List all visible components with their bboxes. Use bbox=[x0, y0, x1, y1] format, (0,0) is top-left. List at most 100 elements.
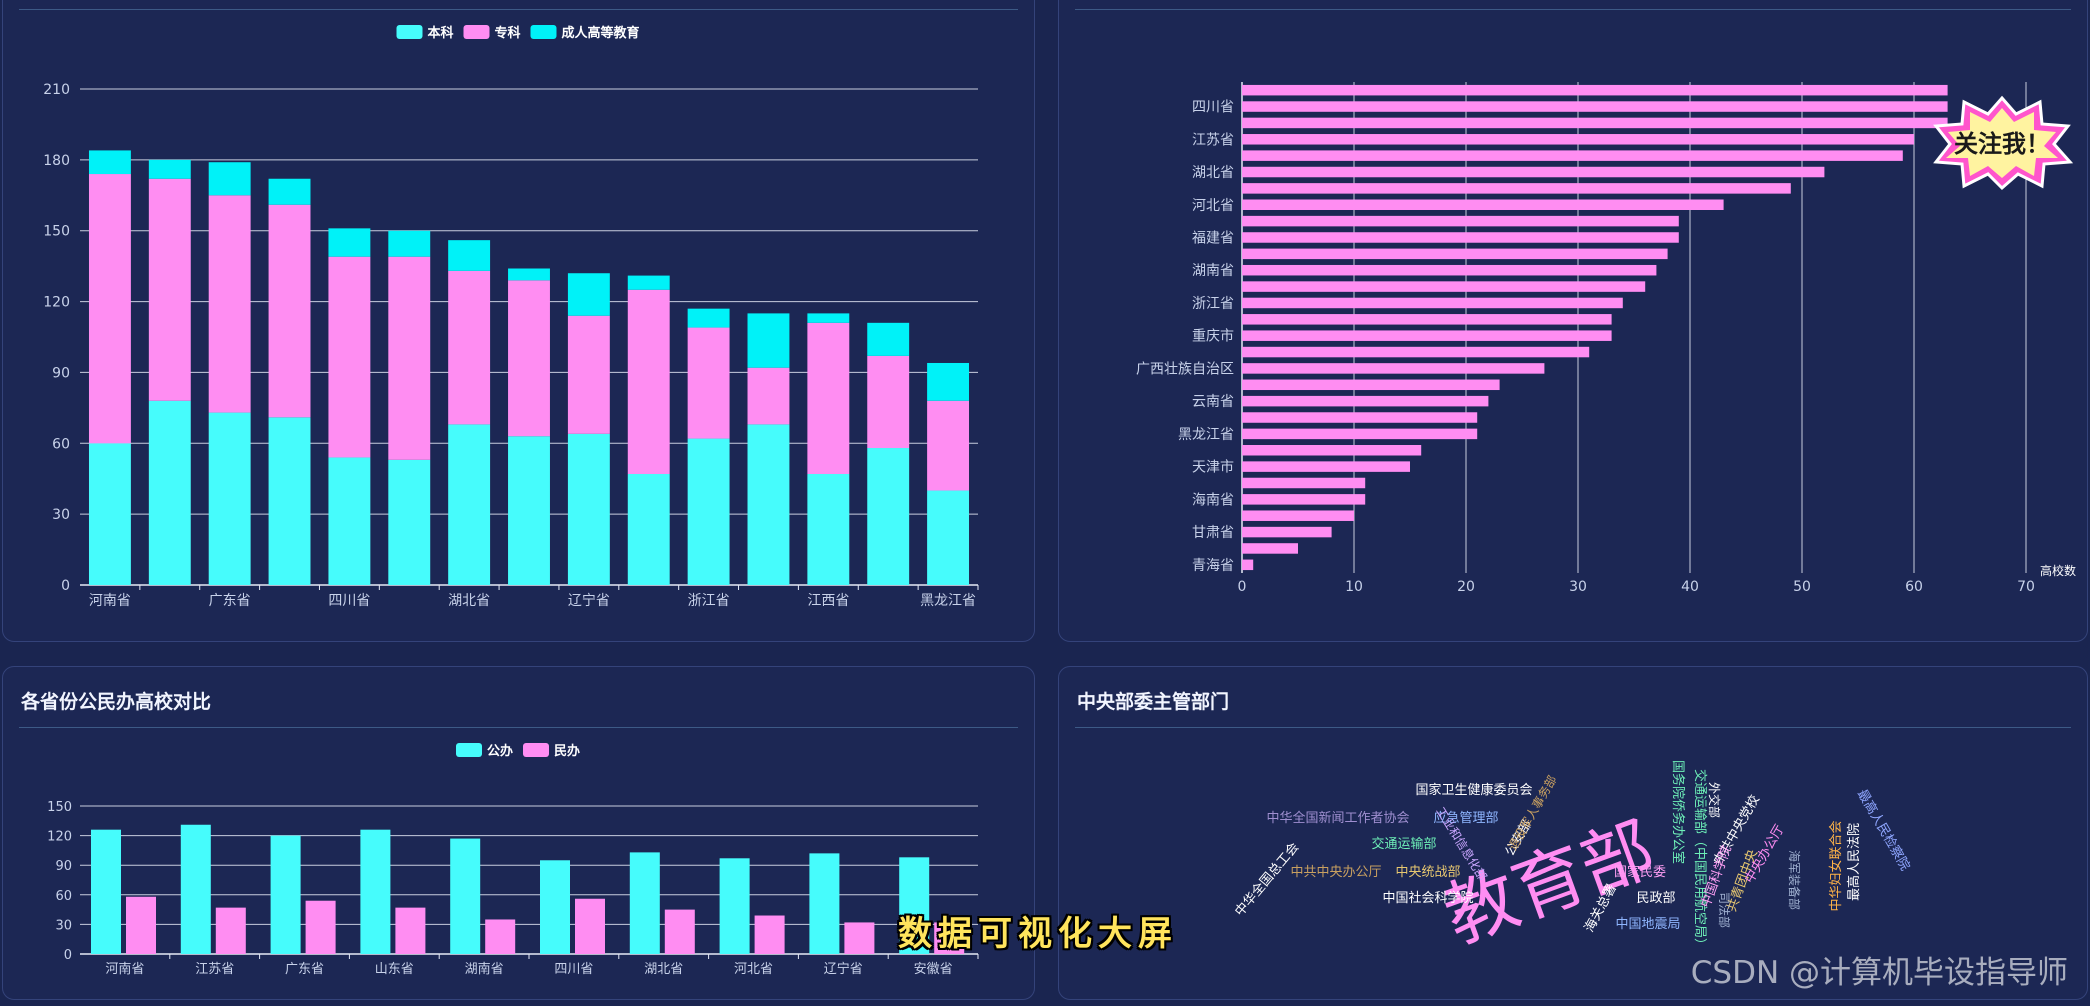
wordcloud-word: 教育部 bbox=[1434, 806, 1666, 959]
bar-segment bbox=[567, 433, 610, 585]
bar-segment bbox=[687, 438, 730, 585]
y-tick-label: 180 bbox=[43, 153, 70, 169]
x-tick-label: 江苏省 bbox=[195, 961, 234, 977]
bar-segment bbox=[388, 256, 431, 460]
csdn-watermark: CSDN @计算机毕设指导师 bbox=[1690, 955, 2068, 991]
bar bbox=[809, 853, 840, 954]
bar-segment bbox=[328, 457, 371, 585]
bar bbox=[844, 922, 875, 954]
x-tick-label: 20 bbox=[1457, 579, 1475, 595]
bar bbox=[450, 838, 481, 954]
bar bbox=[629, 852, 660, 954]
bar bbox=[1242, 412, 1478, 423]
x-tick-label: 60 bbox=[1905, 579, 1923, 595]
y-tick-label: 150 bbox=[43, 224, 70, 240]
follow-sticker: 关注我！ bbox=[1933, 95, 2074, 191]
y-tick-label: 0 bbox=[61, 578, 70, 594]
y-tick-label: 云南省 bbox=[1192, 394, 1234, 410]
x-tick-label: 0 bbox=[1238, 579, 1247, 595]
bar bbox=[1242, 134, 1914, 145]
bar bbox=[1242, 526, 1332, 538]
y-tick-label: 90 bbox=[52, 365, 70, 381]
x-tick-label: 30 bbox=[1569, 579, 1587, 595]
wordcloud-word: 中国地震局 bbox=[1615, 917, 1680, 932]
bar-segment bbox=[687, 327, 730, 439]
y-tick-label: 甘肃省 bbox=[1192, 525, 1234, 541]
bar bbox=[575, 898, 605, 954]
bar-segment bbox=[927, 400, 970, 491]
wordcloud-word: 中华全国新闻工作者协会 bbox=[1266, 810, 1409, 826]
bar-segment bbox=[268, 204, 311, 418]
x-tick-label: 山东省 bbox=[375, 962, 414, 977]
bar-segment bbox=[148, 159, 191, 179]
y-tick-label: 湖北省 bbox=[1192, 165, 1234, 181]
x-tick-label: 湖北省 bbox=[644, 962, 683, 977]
x-tick-label: 辽宁省 bbox=[568, 592, 610, 609]
bar-segment bbox=[448, 270, 491, 425]
bar-segment bbox=[627, 473, 670, 585]
bar-segment bbox=[747, 313, 790, 368]
wordcloud-word: 司法部 bbox=[1717, 892, 1732, 928]
bar bbox=[1242, 379, 1500, 391]
bar-segment bbox=[148, 400, 191, 585]
bar bbox=[1242, 166, 1825, 178]
y-tick-label: 四川省 bbox=[1192, 100, 1234, 116]
bar bbox=[1242, 297, 1623, 309]
bar bbox=[1242, 477, 1366, 489]
y-tick-label: 30 bbox=[52, 507, 70, 523]
x-tick-label: 江西省 bbox=[807, 593, 849, 609]
y-tick-label: 天津市 bbox=[1192, 459, 1234, 476]
ministry-wordcloud-panel: 中央部委主管部门 bbox=[1058, 666, 2088, 1000]
y-tick-label: 黑龙江省 bbox=[1178, 427, 1234, 443]
x-tick-label: 50 bbox=[1793, 579, 1811, 595]
y-tick-label: 60 bbox=[52, 436, 70, 452]
legend-label: 专科 bbox=[495, 25, 521, 41]
bar bbox=[1242, 559, 1254, 571]
bar-segment bbox=[567, 273, 610, 316]
y-tick-label: 30 bbox=[55, 918, 72, 933]
bar-segment bbox=[88, 443, 131, 585]
bar-segment bbox=[388, 459, 431, 585]
wordcloud-word: 中共中央办公厅 bbox=[1290, 865, 1381, 880]
x-tick-label: 湖南省 bbox=[465, 961, 504, 977]
legend-swatch bbox=[523, 743, 549, 757]
bar bbox=[91, 829, 121, 954]
bar bbox=[1242, 494, 1366, 505]
x-tick-label: 安徽省 bbox=[914, 962, 953, 977]
bar bbox=[1242, 543, 1298, 554]
y-tick-label: 90 bbox=[55, 859, 72, 874]
bar bbox=[1242, 232, 1679, 243]
bar bbox=[1242, 330, 1612, 341]
bar bbox=[485, 919, 516, 954]
bar-segment bbox=[88, 174, 131, 444]
bar bbox=[1242, 117, 1948, 129]
legend-swatch bbox=[463, 25, 490, 39]
wordcloud-word: 中国社会科学院 bbox=[1382, 890, 1473, 906]
bar bbox=[1242, 84, 1948, 96]
wordcloud-word: 中央统战部 bbox=[1395, 865, 1460, 880]
wordcloud-word: 最高人民法院 bbox=[1846, 823, 1862, 901]
bar bbox=[215, 907, 246, 954]
bar bbox=[1242, 248, 1668, 260]
bar bbox=[180, 824, 211, 954]
x-tick-label: 10 bbox=[1345, 579, 1363, 595]
bar-segment bbox=[927, 490, 970, 585]
bar-segment bbox=[867, 322, 910, 356]
y-tick-label: 福建省 bbox=[1192, 230, 1234, 246]
bar-segment bbox=[747, 367, 790, 425]
y-tick-label: 青海省 bbox=[1192, 558, 1234, 574]
y-tick-label: 0 bbox=[64, 948, 72, 963]
y-tick-label: 海南省 bbox=[1192, 492, 1234, 508]
x-tick-label: 辽宁省 bbox=[824, 961, 863, 977]
bar bbox=[1242, 445, 1422, 456]
bar bbox=[754, 915, 785, 954]
bar-segment bbox=[807, 313, 850, 323]
panel-title-divider bbox=[19, 727, 1018, 728]
y-tick-label: 江苏省 bbox=[1192, 132, 1234, 148]
bar bbox=[1242, 395, 1489, 407]
bar bbox=[1242, 264, 1657, 276]
wordcloud-word: 国务院侨务办公室 bbox=[1670, 760, 1686, 864]
x-tick-label: 河北省 bbox=[734, 962, 773, 977]
bar bbox=[934, 922, 965, 954]
legend-label: 公办 bbox=[487, 743, 513, 759]
